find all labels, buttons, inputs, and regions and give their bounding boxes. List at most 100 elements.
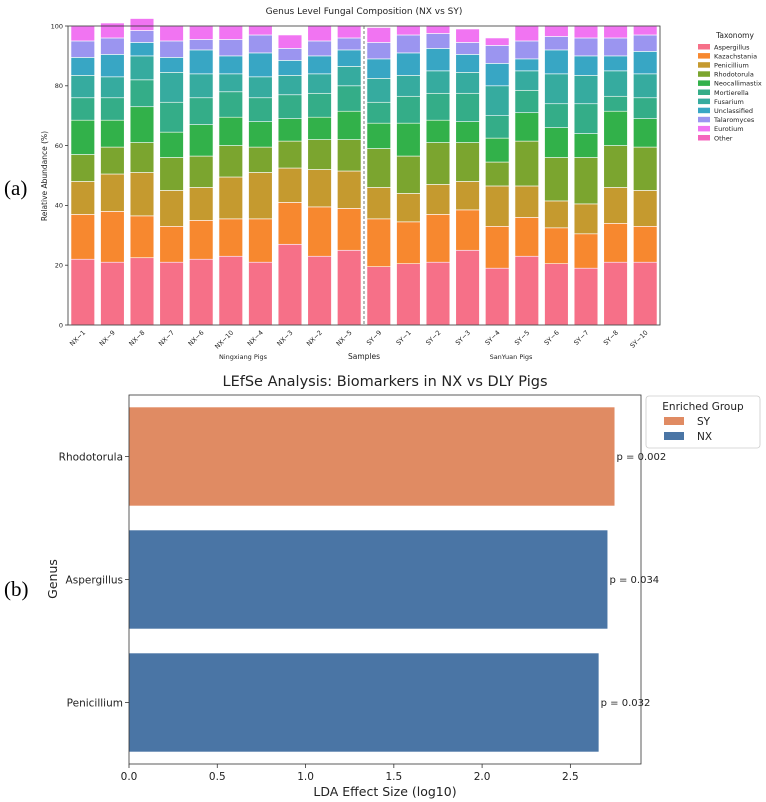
bar-segment-aspergillus-sy-1 [396,263,421,326]
legend-swatch-sy [664,417,684,425]
x-tick-label: NX−7 [157,329,176,348]
chart-b-y-label: Genus [45,559,60,599]
x-tick-label: 1.5 [385,771,402,783]
bar-segment-kazachstania-nx-5 [337,208,362,251]
group-label-sy: SanYuan Pigs [490,353,533,361]
bar-segment-talaromyces-sy-9 [366,42,391,60]
bar-segment-talaromyces-sy-10 [633,34,658,52]
p-value-label-penicillium: p = 0.032 [601,698,651,709]
bar-segment-aspergillus-nx-1 [70,258,95,326]
bar-segment-fusarium-nx-9 [100,76,125,99]
bar-segment-eurotium-nx-9 [100,22,125,39]
bar-segment-aspergillus-nx-4 [248,261,273,326]
bar-segment-kazachstania-nx-10 [218,218,243,257]
bar-segment-aspergillus-nx-8 [129,257,155,326]
bar-segment-mortierella-nx-1 [70,97,95,121]
bar-segment-aspergillus-sy-7 [573,267,599,326]
x-tick-label: NX−2 [305,329,324,348]
legend-label-unclassified: Unclassified [714,107,753,115]
bar-segment-fusarium-sy-3 [455,72,480,94]
panel-label-b: (b) [4,577,29,601]
p-value-label-aspergillus: p = 0.034 [609,575,659,586]
bar-segment-fusarium-sy-7 [573,75,599,105]
bar-segment-talaromyces-nx-3 [277,48,303,61]
legend-swatch-mortierella [698,89,710,95]
bar-segment-neocallimastix-nx-10 [218,116,243,146]
bar-segment-neocallimastix-sy-4 [485,137,510,163]
x-tick-label: NX−3 [275,329,294,348]
x-tick-label: SY−5 [513,329,531,347]
bar-segment-neocallimastix-nx-6 [189,124,214,157]
bar-segment-unclassified-sy-4 [485,63,510,87]
bar-segment-fusarium-sy-9 [366,78,391,103]
bar-segment-talaromyces-nx-8 [129,30,155,43]
bar-segment-mortierella-nx-8 [129,79,155,108]
bar-segment-penicillium-sy-9 [366,187,391,220]
chart-b-y-ticks: Rhodotorula Aspergillus Penicillium [59,452,129,710]
bar-segment-penicillium-sy-6 [544,200,569,229]
bar-segment-aspergillus-sy-6 [544,263,569,326]
bar-segment-mortierella-sy-4 [485,115,510,139]
legend-label-neocallimastix: Neocallimastix [714,80,762,88]
bar-segment-unclassified-nx-5 [337,49,362,67]
bar-segment-neocallimastix-sy-5 [514,112,539,142]
y-tick-label-aspergillus: Aspergillus [66,575,123,587]
bar-segment-rhodotorula-sy-9 [366,148,391,188]
bar-segment-mortierella-sy-3 [455,92,480,122]
bar-segment-aspergillus-nx-2 [307,255,332,326]
bar-segment-rhodotorula-nx-8 [129,142,155,173]
bar-segment-fusarium-nx-2 [307,73,332,94]
bar-segment-aspergillus-nx-3 [277,243,303,326]
bar-segment-penicillium-nx-3 [277,167,303,203]
bar-segment-penicillium-nx-10 [218,176,243,220]
chart-a-legend-title: Taxonomy [715,31,754,40]
bar-segment-kazachstania-nx-1 [70,214,95,260]
bar-segment-penicillium-nx-1 [70,181,95,215]
bar-segment-talaromyces-sy-1 [396,34,421,54]
bar-segment-eurotium-sy-2 [425,25,451,34]
bar-segment-kazachstania-sy-8 [603,223,628,263]
bar-segment-fusarium-sy-4 [485,85,510,117]
bar-segment-eurotium-sy-10 [633,25,658,36]
bar-segment-unclassified-nx-4 [248,52,273,78]
bar-segment-rhodotorula-nx-1 [70,154,95,182]
y-tick-label: 20 [55,262,63,270]
bar-segment-neocallimastix-sy-10 [633,118,658,148]
bar-segment-rhodotorula-nx-9 [100,146,125,175]
x-tick-label: 1.0 [297,771,314,783]
bar-segment-aspergillus-sy-8 [603,261,628,326]
chart-b-title: LEfSe Analysis: Biomarkers in NX vs DLY … [222,374,547,390]
bar-segment-rhodotorula-nx-3 [277,140,303,169]
bar-segment-penicillium-nx-5 [337,170,362,209]
bar-segment-kazachstania-sy-1 [396,221,421,265]
bar-segment-kazachstania-nx-6 [189,220,214,260]
bar-segment-eurotium-nx-1 [70,25,95,42]
bar-segment-eurotium-nx-10 [218,25,243,40]
y-tick-label: 0 [59,321,63,329]
bar-segment-talaromyces-nx-1 [70,40,95,58]
bar-segment-unclassified-nx-1 [70,57,95,76]
legend-label-other: Other [714,134,733,142]
x-tick-label: SY−10 [629,329,650,350]
bar-segment-fusarium-nx-10 [218,73,243,93]
legend-swatch-eurotium [698,125,710,132]
lda-bar-aspergillus [129,530,608,629]
bar-segment-neocallimastix-sy-7 [573,133,599,158]
bar-segment-neocallimastix-nx-5 [337,110,362,140]
y-tick-label: 100 [51,22,63,30]
bar-segment-eurotium-nx-3 [277,34,303,49]
legend-swatch-fusarium [698,98,710,105]
bar-segment-unclassified-nx-8 [129,42,155,57]
bar-segment-aspergillus-nx-5 [337,249,362,326]
bar-segment-talaromyces-nx-10 [218,39,243,57]
bar-segment-fusarium-nx-3 [277,75,303,96]
bar-segment-mortierella-sy-1 [396,95,421,124]
bar-segment-penicillium-sy-2 [425,184,451,215]
bar-segment-neocallimastix-sy-8 [603,110,628,146]
bar-segment-unclassified-sy-2 [425,48,451,72]
y-tick-label-penicillium: Penicillium [67,698,123,710]
bar-segment-eurotium-sy-6 [544,25,569,37]
bar-segment-eurotium-nx-6 [189,25,214,40]
